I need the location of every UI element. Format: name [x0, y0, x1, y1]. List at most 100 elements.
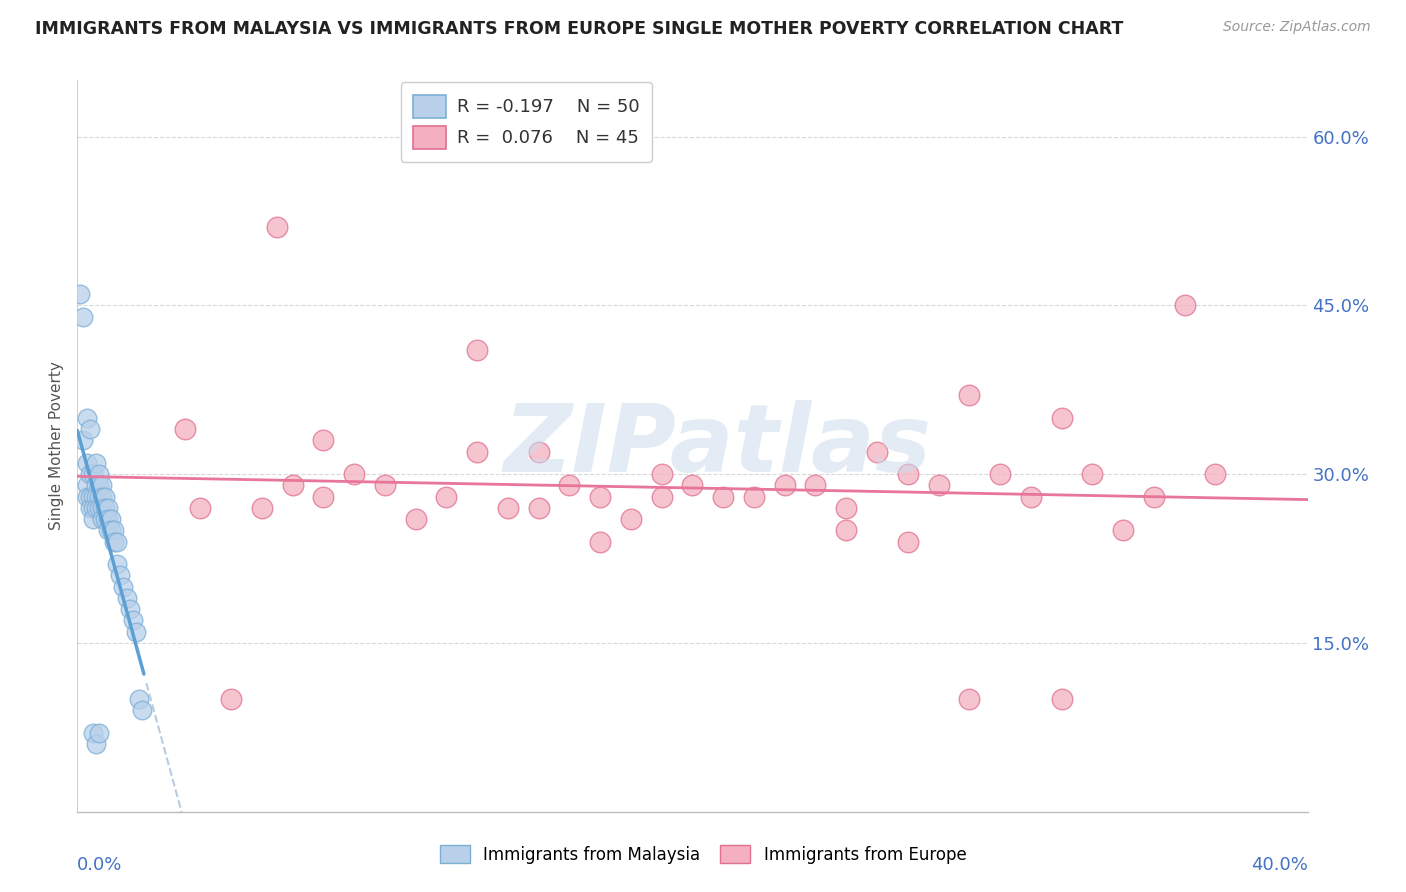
Point: [1112, 524, 1135, 538]
Point: [465, 343, 488, 358]
Point: [125, 624, 148, 639]
Point: [84, 478, 107, 492]
Point: [804, 478, 827, 492]
Point: [312, 434, 335, 448]
Point: [90, 512, 114, 526]
Point: [312, 490, 335, 504]
Legend: R = -0.197    N = 50, R =  0.076    N = 45: R = -0.197 N = 50, R = 0.076 N = 45: [401, 82, 652, 161]
Point: [558, 478, 581, 492]
Legend: Immigrants from Malaysia, Immigrants from Europe: Immigrants from Malaysia, Immigrants fro…: [433, 838, 973, 871]
Point: [79, 500, 101, 515]
Point: [620, 512, 643, 526]
Point: [72, 310, 94, 324]
Point: [711, 490, 734, 504]
Point: [742, 490, 765, 504]
Point: [527, 500, 550, 515]
Point: [250, 500, 273, 515]
Point: [76, 490, 98, 504]
Point: [988, 467, 1011, 482]
Point: [957, 692, 980, 706]
Point: [405, 512, 427, 526]
Point: [90, 478, 114, 492]
Point: [82, 726, 104, 740]
Y-axis label: Single Mother Poverty: Single Mother Poverty: [49, 361, 65, 531]
Point: [76, 456, 98, 470]
Point: [94, 512, 117, 526]
Point: [281, 478, 304, 492]
Point: [105, 534, 128, 549]
Point: [100, 512, 122, 526]
Point: [897, 467, 920, 482]
Point: [82, 512, 104, 526]
Point: [94, 500, 117, 515]
Point: [82, 500, 104, 515]
Point: [115, 591, 138, 605]
Point: [1143, 490, 1166, 504]
Point: [79, 422, 101, 436]
Point: [118, 602, 141, 616]
Point: [1081, 467, 1104, 482]
Point: [103, 524, 125, 538]
Text: 0.0%: 0.0%: [77, 855, 122, 873]
Point: [682, 478, 704, 492]
Point: [1050, 692, 1073, 706]
Point: [589, 490, 612, 504]
Point: [1050, 410, 1073, 425]
Text: 40.0%: 40.0%: [1251, 855, 1308, 873]
Point: [1174, 298, 1197, 312]
Point: [84, 500, 107, 515]
Point: [76, 478, 98, 492]
Point: [343, 467, 366, 482]
Point: [90, 490, 114, 504]
Point: [82, 490, 104, 504]
Point: [84, 737, 107, 751]
Point: [87, 490, 110, 504]
Point: [72, 434, 94, 448]
Point: [79, 467, 101, 482]
Point: [87, 726, 110, 740]
Point: [957, 388, 980, 402]
Point: [174, 422, 197, 436]
Point: [87, 500, 110, 515]
Point: [97, 524, 120, 538]
Point: [128, 692, 150, 706]
Point: [651, 490, 673, 504]
Point: [773, 478, 796, 492]
Point: [835, 524, 858, 538]
Point: [82, 467, 104, 482]
Point: [436, 490, 458, 504]
Point: [131, 703, 153, 717]
Point: [110, 568, 132, 582]
Point: [897, 534, 920, 549]
Point: [112, 580, 135, 594]
Point: [97, 512, 120, 526]
Point: [1204, 467, 1226, 482]
Point: [94, 490, 117, 504]
Point: [69, 287, 91, 301]
Text: IMMIGRANTS FROM MALAYSIA VS IMMIGRANTS FROM EUROPE SINGLE MOTHER POVERTY CORRELA: IMMIGRANTS FROM MALAYSIA VS IMMIGRANTS F…: [35, 20, 1123, 37]
Point: [121, 614, 143, 628]
Point: [219, 692, 242, 706]
Point: [105, 557, 128, 571]
Point: [79, 490, 101, 504]
Point: [84, 490, 107, 504]
Point: [527, 444, 550, 458]
Point: [84, 456, 107, 470]
Point: [589, 534, 612, 549]
Point: [651, 467, 673, 482]
Point: [87, 478, 110, 492]
Point: [374, 478, 396, 492]
Point: [97, 500, 120, 515]
Point: [496, 500, 519, 515]
Point: [76, 410, 98, 425]
Point: [87, 467, 110, 482]
Point: [835, 500, 858, 515]
Point: [928, 478, 950, 492]
Text: ZIPatlas: ZIPatlas: [503, 400, 931, 492]
Point: [188, 500, 212, 515]
Point: [103, 534, 125, 549]
Point: [465, 444, 488, 458]
Point: [100, 524, 122, 538]
Point: [866, 444, 889, 458]
Point: [90, 500, 114, 515]
